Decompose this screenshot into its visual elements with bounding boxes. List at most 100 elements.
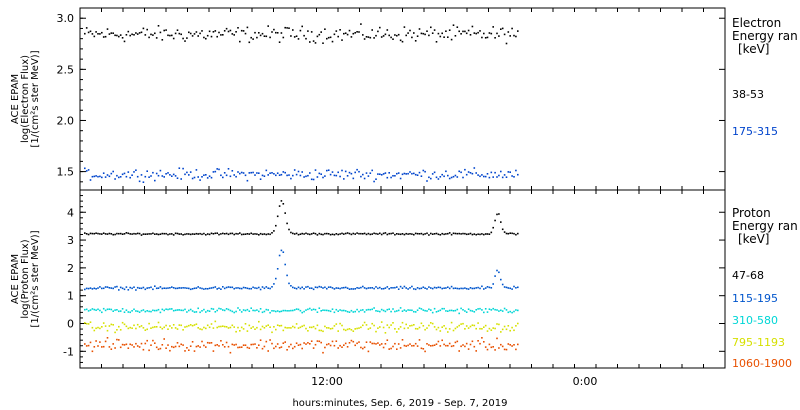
data-point bbox=[479, 307, 481, 310]
data-point bbox=[407, 233, 409, 235]
data-point bbox=[256, 172, 258, 174]
data-point bbox=[335, 308, 338, 311]
data-point bbox=[186, 37, 188, 39]
data-point bbox=[503, 307, 506, 310]
data-point bbox=[348, 288, 351, 290]
data-point bbox=[407, 32, 409, 34]
data-point bbox=[297, 308, 300, 311]
data-point bbox=[146, 310, 148, 312]
data-point bbox=[91, 350, 94, 353]
data-point bbox=[184, 287, 186, 289]
data-point bbox=[310, 309, 313, 311]
data-point bbox=[157, 308, 160, 311]
data-point bbox=[505, 286, 508, 289]
data-point bbox=[371, 287, 373, 289]
data-point bbox=[399, 177, 402, 180]
data-point bbox=[484, 233, 487, 235]
data-point bbox=[322, 330, 324, 333]
data-point bbox=[314, 327, 317, 330]
data-point bbox=[333, 344, 336, 347]
proton-legend-title-line-1: Proton bbox=[732, 206, 771, 220]
data-point bbox=[346, 287, 349, 289]
data-point bbox=[414, 311, 417, 313]
data-point bbox=[101, 346, 103, 348]
data-point bbox=[445, 170, 447, 173]
data-point bbox=[390, 287, 392, 289]
data-point bbox=[174, 309, 177, 312]
data-point bbox=[195, 31, 198, 33]
data-point bbox=[169, 174, 171, 176]
data-point bbox=[178, 233, 181, 235]
data-point bbox=[233, 326, 235, 328]
data-point bbox=[462, 176, 464, 179]
data-point bbox=[93, 287, 96, 290]
data-point bbox=[479, 233, 481, 236]
data-point bbox=[146, 28, 148, 31]
data-point bbox=[212, 308, 215, 310]
data-point bbox=[496, 32, 498, 35]
data-point bbox=[479, 175, 481, 178]
data-point bbox=[235, 310, 237, 313]
data-point bbox=[420, 175, 423, 177]
data-point bbox=[265, 233, 268, 236]
data-point bbox=[239, 330, 241, 332]
proton-legend-item-795-1193: 795-1193 bbox=[732, 336, 785, 349]
data-point bbox=[454, 287, 457, 289]
data-point bbox=[97, 175, 99, 178]
data-point bbox=[282, 203, 285, 205]
electron-legend: Electron Energy ran [keV] 38-53 175-315 bbox=[732, 16, 798, 138]
data-point bbox=[420, 232, 423, 235]
data-point bbox=[99, 341, 101, 343]
data-point bbox=[456, 232, 459, 235]
data-point bbox=[448, 287, 451, 290]
data-point bbox=[326, 37, 328, 40]
data-point bbox=[292, 325, 294, 328]
data-point bbox=[189, 233, 192, 236]
data-point bbox=[188, 31, 190, 34]
data-point bbox=[344, 170, 347, 173]
data-point bbox=[269, 287, 271, 290]
data-point bbox=[301, 232, 303, 235]
data-point bbox=[462, 30, 464, 33]
data-point bbox=[157, 321, 160, 324]
data-point bbox=[331, 287, 334, 289]
data-point bbox=[203, 174, 205, 176]
data-point bbox=[517, 286, 519, 289]
data-point bbox=[371, 342, 373, 345]
data-point bbox=[246, 233, 249, 235]
data-point bbox=[371, 322, 373, 325]
data-point bbox=[467, 348, 470, 350]
data-point bbox=[352, 311, 355, 313]
data-point bbox=[225, 174, 228, 177]
data-point bbox=[206, 341, 209, 344]
data-point bbox=[293, 36, 296, 38]
data-point bbox=[259, 34, 262, 37]
data-point bbox=[125, 309, 128, 311]
data-point bbox=[418, 28, 421, 30]
data-point bbox=[235, 287, 237, 289]
data-point bbox=[481, 36, 483, 39]
data-point bbox=[112, 310, 114, 312]
data-point bbox=[248, 324, 251, 327]
data-point bbox=[95, 31, 97, 33]
data-point bbox=[116, 309, 118, 311]
data-point bbox=[312, 288, 315, 291]
data-point bbox=[358, 310, 360, 313]
data-point bbox=[95, 340, 97, 342]
data-point bbox=[367, 232, 370, 235]
data-point bbox=[193, 287, 196, 290]
data-point bbox=[492, 307, 494, 310]
data-point bbox=[409, 343, 411, 345]
data-point bbox=[428, 286, 430, 288]
data-point bbox=[138, 346, 141, 348]
data-point bbox=[329, 286, 332, 288]
data-point bbox=[363, 321, 366, 324]
data-point bbox=[329, 233, 332, 236]
data-point bbox=[490, 309, 493, 311]
data-point bbox=[269, 339, 271, 341]
data-point bbox=[276, 310, 279, 312]
data-point bbox=[295, 323, 298, 325]
data-point bbox=[248, 233, 251, 235]
data-point bbox=[286, 327, 288, 329]
data-point bbox=[443, 36, 445, 38]
